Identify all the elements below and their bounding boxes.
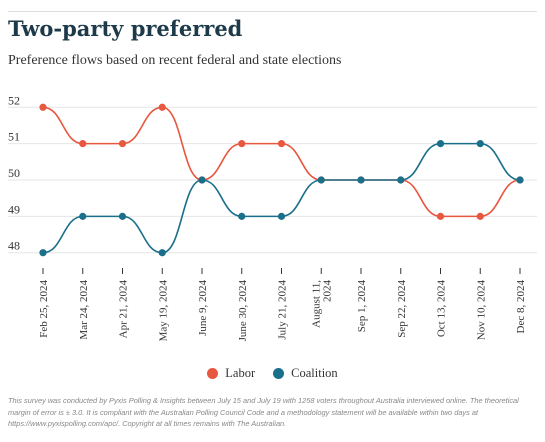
data-point-labor[interactable]	[277, 140, 286, 148]
data-point-coalition[interactable]	[476, 140, 484, 148]
x-tick-label: Sep 1, 2024	[356, 280, 368, 333]
legend-swatch-coalition	[273, 368, 285, 379]
x-tick-label: Sep 22, 2024	[396, 280, 408, 338]
x-tick-label: August 11,2024	[310, 280, 333, 328]
y-tick-label: 48	[8, 239, 20, 253]
data-point-coalition[interactable]	[198, 176, 206, 184]
legend-item-coalition[interactable]: Coalition	[273, 366, 338, 381]
top-rule	[8, 11, 537, 12]
x-tick-label: July 21, 2024	[277, 280, 289, 340]
series-line-coalition	[42, 142, 521, 254]
y-axis-ticks: 48 49 50 51 52	[8, 93, 20, 252]
data-point-coalition[interactable]	[158, 249, 166, 257]
data-point-coalition[interactable]	[317, 176, 325, 184]
data-point-labor[interactable]	[238, 140, 246, 148]
y-tick-label: 52	[8, 93, 20, 107]
line-chart: 48 49 50 51 52 Feb 25, 2024 Mar 24, 2024 Apr 2…	[8, 93, 537, 341]
legend-label-labor: Labor	[225, 366, 256, 380]
legend-item-labor[interactable]: Labor	[207, 366, 255, 381]
data-point-labor[interactable]	[79, 140, 87, 148]
data-point-labor[interactable]	[158, 103, 166, 111]
data-point-labor[interactable]	[436, 212, 445, 220]
x-tick-label: June 9, 2024	[197, 280, 209, 336]
y-tick-label: 49	[8, 202, 20, 216]
x-tick-label: May 19, 2024	[157, 280, 169, 342]
data-point-coalition[interactable]	[516, 176, 524, 184]
series-points	[39, 103, 524, 257]
x-tick-label: Feb 25, 2024	[38, 280, 50, 338]
x-tick-label: June 30, 2024	[237, 280, 249, 342]
data-point-coalition[interactable]	[277, 212, 286, 220]
y-tick-label: 51	[8, 130, 20, 144]
y-tick-label: 50	[8, 166, 20, 180]
x-tick-label: Oct 13, 2024	[436, 280, 448, 338]
data-point-coalition[interactable]	[436, 140, 445, 148]
x-tick-label: Dec 8, 2024	[515, 280, 527, 334]
legend-swatch-labor	[207, 368, 219, 379]
data-point-labor[interactable]	[39, 103, 47, 111]
legend-label-coalition: Coalition	[291, 366, 338, 380]
chart-title: Two-party preferred	[8, 16, 243, 41]
chart-subtitle: Preference flows based on recent federal…	[8, 53, 342, 68]
x-tick-label: Apr 21, 2024	[118, 280, 130, 339]
data-point-labor[interactable]	[476, 212, 484, 220]
data-point-labor[interactable]	[118, 140, 127, 148]
data-point-coalition[interactable]	[357, 176, 365, 184]
legend: Labor Coalition	[0, 366, 545, 381]
data-point-coalition[interactable]	[39, 249, 47, 257]
data-point-coalition[interactable]	[118, 212, 127, 220]
methodology-note: This survey was conducted by Pyxis Polli…	[8, 396, 519, 428]
x-tick-label: Mar 24, 2024	[78, 280, 90, 340]
data-point-coalition[interactable]	[238, 212, 246, 220]
series-line-labor	[42, 106, 521, 218]
data-point-coalition[interactable]	[397, 176, 405, 184]
x-tick-label: Nov 10, 2024	[475, 280, 487, 341]
gridlines	[8, 106, 537, 254]
data-point-coalition[interactable]	[79, 212, 87, 220]
x-axis-ticks: Feb 25, 2024 Mar 24, 2024 Apr 21, 2024 May …	[38, 268, 527, 341]
